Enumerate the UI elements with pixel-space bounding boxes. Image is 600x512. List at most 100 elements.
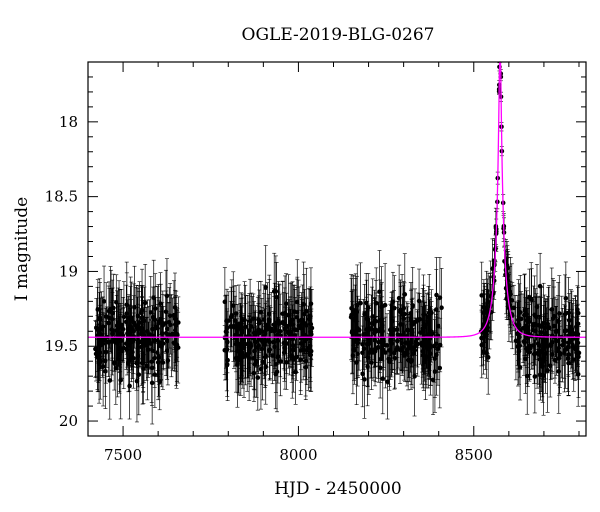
- data-point: [153, 324, 159, 329]
- data-point: [516, 339, 521, 345]
- data-point: [511, 305, 517, 311]
- data-point: [417, 316, 422, 322]
- data-point: [557, 351, 563, 357]
- data-point: [485, 299, 491, 305]
- data-point: [273, 326, 278, 332]
- data-point: [230, 324, 236, 329]
- data-point: [383, 350, 388, 355]
- data-point: [481, 349, 486, 354]
- data-point: [549, 339, 555, 345]
- data-point: [111, 360, 117, 366]
- x-tick-label: 7500: [104, 446, 142, 464]
- data-point: [113, 299, 119, 305]
- data-point: [353, 308, 359, 313]
- data-point: [239, 327, 244, 333]
- data-point: [131, 355, 136, 361]
- data-point: [389, 326, 394, 332]
- data-point: [165, 358, 171, 363]
- data-point: [526, 316, 531, 322]
- data-point: [437, 295, 443, 300]
- data-point: [428, 343, 434, 349]
- data-point: [575, 310, 581, 316]
- data-point: [242, 317, 247, 323]
- data-point: [115, 324, 121, 330]
- data-point: [120, 333, 126, 338]
- data-point: [295, 309, 300, 315]
- data-point: [132, 304, 137, 310]
- data-point: [160, 360, 166, 365]
- data-point: [405, 327, 410, 333]
- data-point: [136, 372, 142, 377]
- data-point: [109, 339, 114, 344]
- data-point: [164, 293, 170, 299]
- data-point: [126, 360, 131, 366]
- data-point: [365, 355, 371, 360]
- y-tick-label: 19.5: [45, 337, 78, 355]
- data-point: [430, 377, 436, 383]
- data-point: [280, 311, 286, 317]
- data-point: [167, 313, 173, 319]
- data-point: [379, 324, 385, 330]
- data-point: [103, 368, 108, 374]
- data-point: [258, 309, 264, 315]
- data-point: [150, 314, 156, 320]
- data-point: [571, 357, 577, 362]
- data-point: [538, 361, 544, 367]
- data-point: [277, 333, 283, 338]
- data-point: [409, 333, 415, 338]
- data-point: [527, 295, 532, 300]
- data-point: [354, 302, 360, 308]
- data-point: [550, 316, 556, 321]
- data-point: [428, 351, 433, 356]
- data-point: [143, 343, 149, 348]
- data-point: [563, 295, 569, 301]
- data-point: [426, 332, 431, 337]
- data-point: [139, 344, 144, 350]
- data-point: [530, 322, 536, 328]
- data-point: [437, 342, 443, 348]
- data-point: [574, 335, 579, 341]
- data-point: [362, 332, 368, 337]
- data-point: [507, 289, 512, 294]
- data-point: [435, 346, 441, 351]
- axis-ticks: 7500 8000 8500 18 18.5 19 19.5 20: [45, 61, 586, 464]
- data-point: [392, 305, 397, 311]
- data-point: [349, 330, 355, 335]
- data-point: [366, 341, 372, 347]
- data-point: [437, 365, 443, 371]
- data-point: [101, 299, 107, 304]
- data-point: [224, 325, 230, 331]
- data-point: [124, 347, 130, 353]
- data-point: [160, 321, 166, 326]
- data-point: [385, 379, 390, 385]
- data-point: [407, 340, 413, 345]
- x-tick-label: 8000: [279, 446, 317, 464]
- data-point: [436, 323, 441, 329]
- data-point: [226, 318, 232, 323]
- data-point: [566, 340, 571, 346]
- data-point: [479, 293, 485, 298]
- data-point: [483, 333, 488, 339]
- data-point: [235, 355, 241, 361]
- data-point: [255, 375, 261, 380]
- data-point: [114, 337, 119, 343]
- data-point: [261, 317, 267, 322]
- data-point: [281, 350, 287, 355]
- data-point: [125, 338, 131, 344]
- y-tick-label: 20: [59, 412, 78, 430]
- data-point: [308, 352, 313, 358]
- data-point: [412, 373, 417, 379]
- data-point: [265, 322, 270, 328]
- y-tick-label: 18: [59, 113, 78, 131]
- data-point: [375, 345, 381, 350]
- data-point: [140, 317, 146, 322]
- data-point: [555, 329, 561, 334]
- data-point: [350, 353, 356, 358]
- model-curve: [88, 61, 587, 338]
- data-point: [96, 360, 102, 366]
- data-point: [308, 348, 314, 354]
- data-point: [523, 356, 528, 362]
- data-point: [545, 321, 551, 327]
- data-point: [521, 312, 527, 318]
- data-point: [144, 339, 150, 344]
